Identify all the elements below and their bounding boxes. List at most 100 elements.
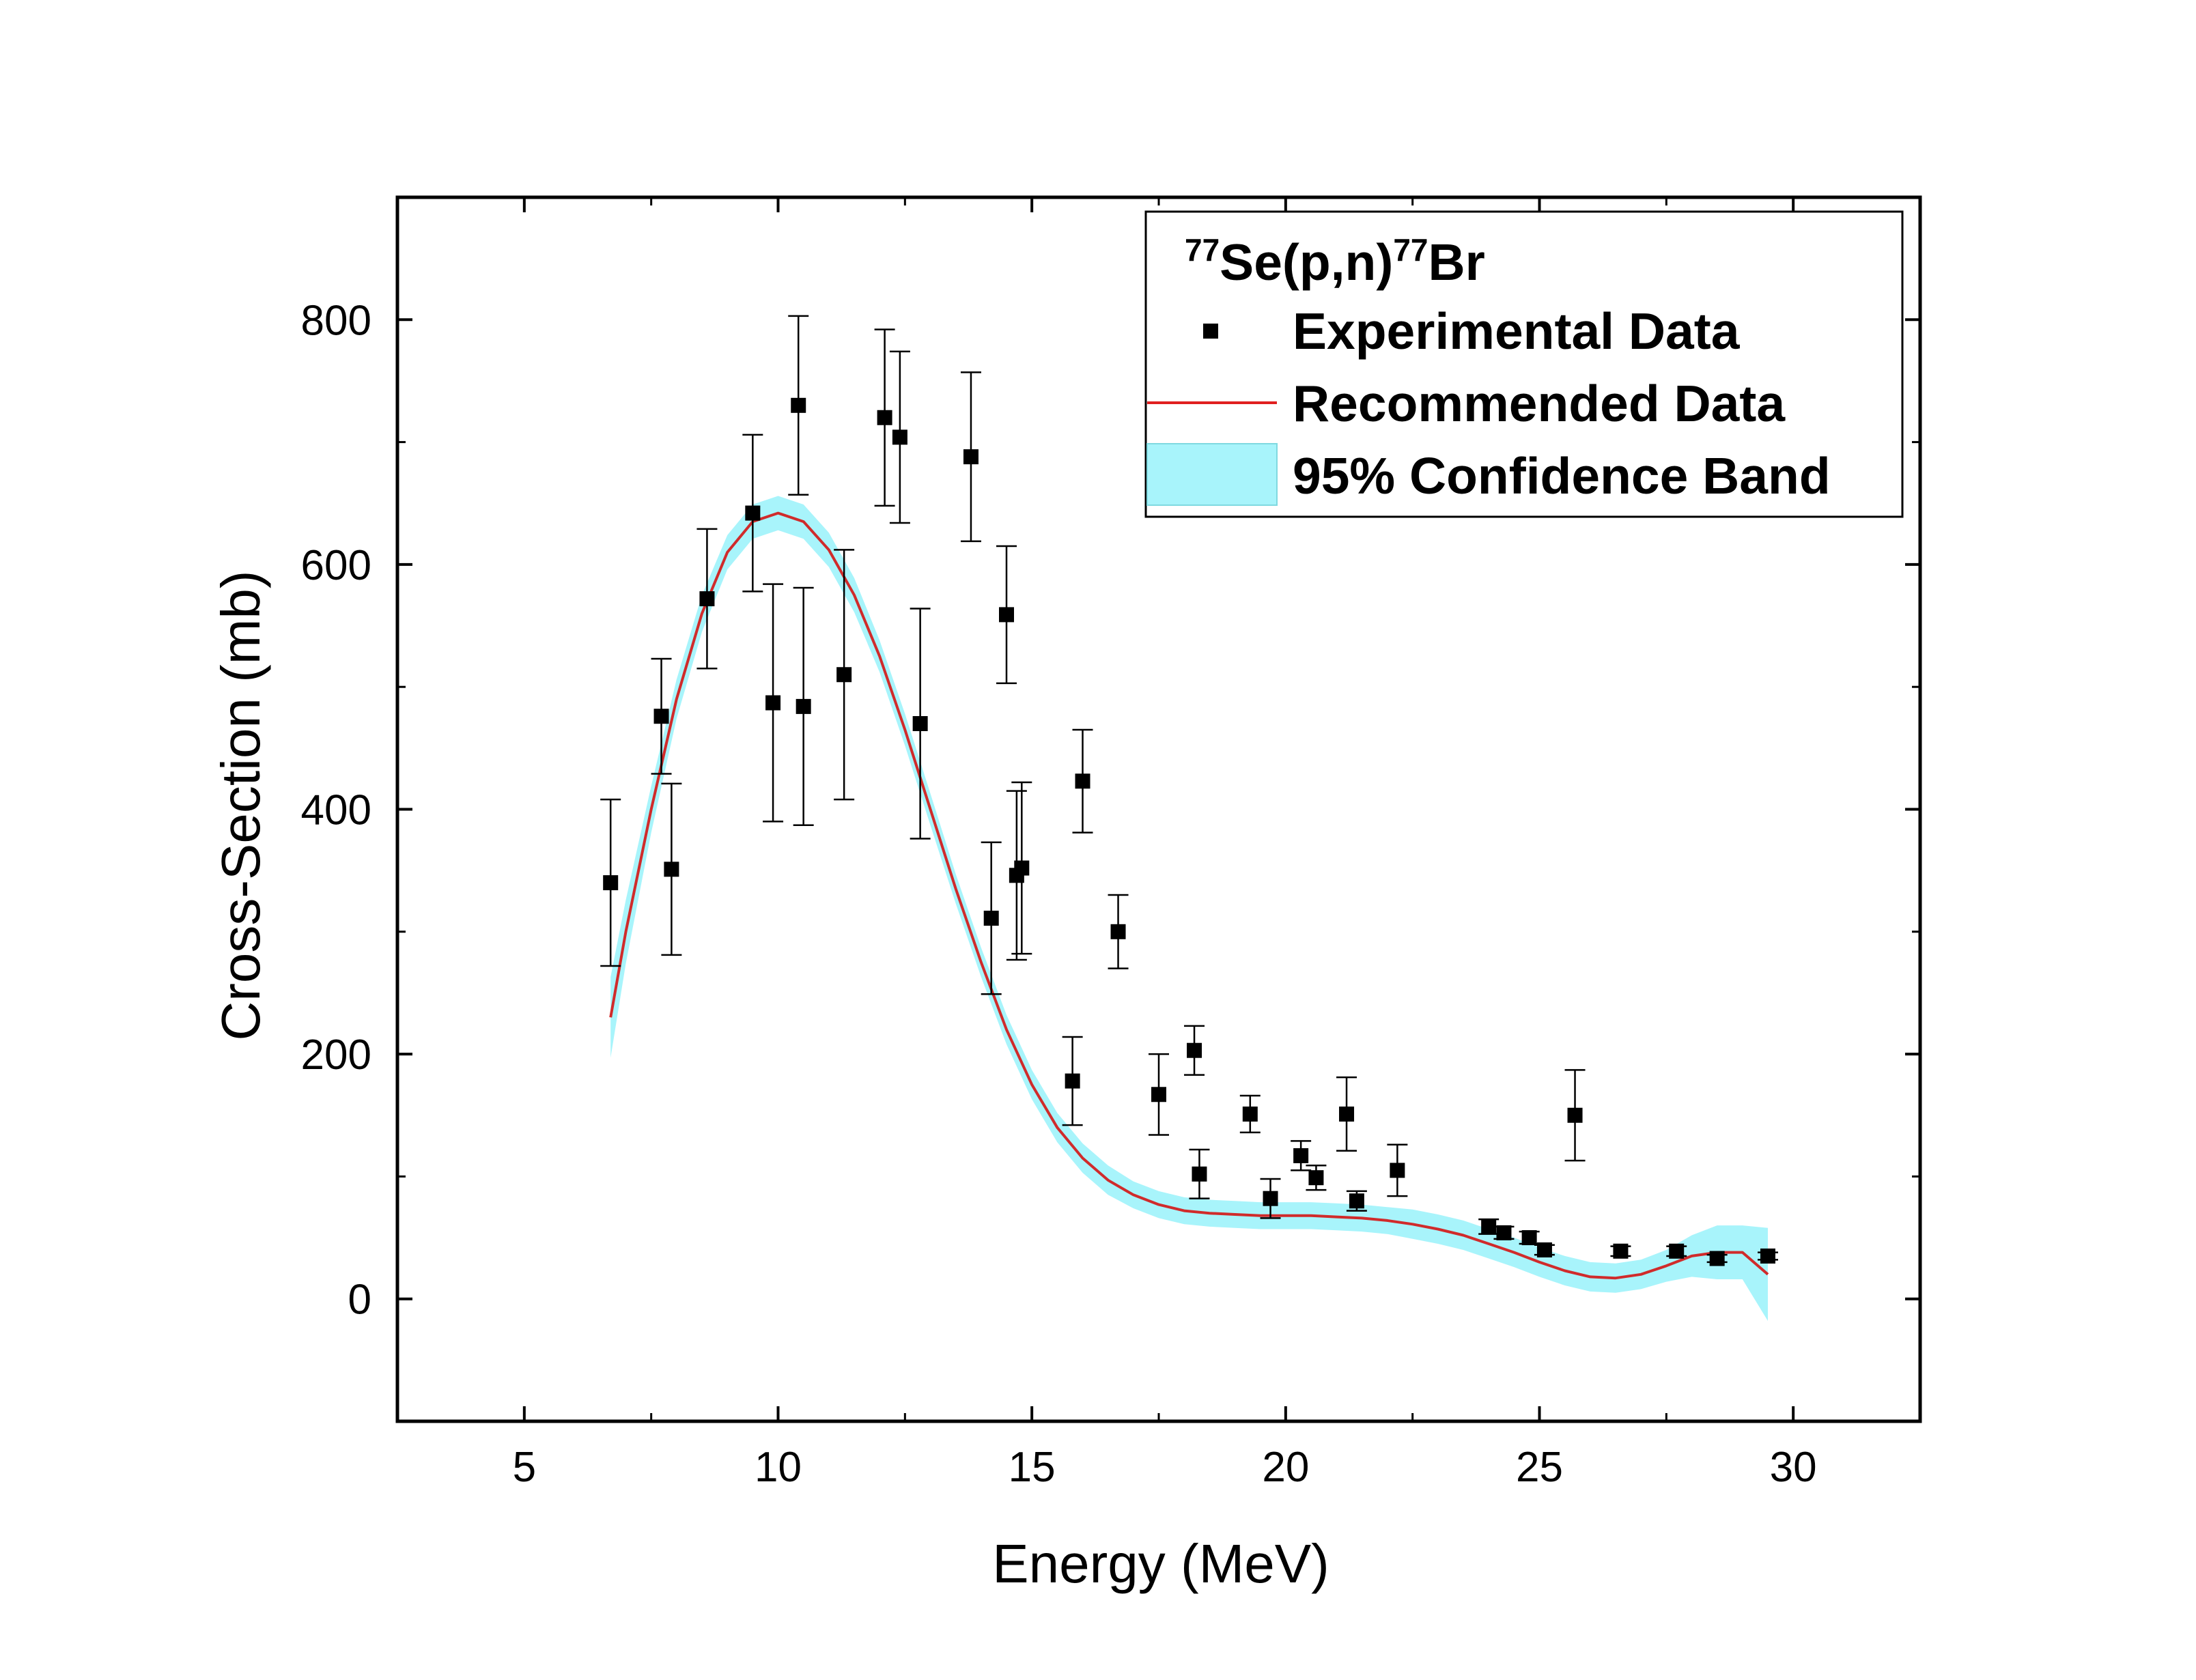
y-tick-label: 800 (301, 297, 371, 344)
legend-label-experimental: Experimental Data (1293, 302, 1741, 360)
experimental-point (981, 841, 1002, 995)
data-point-marker (1709, 1251, 1725, 1266)
experimental-point (1478, 1218, 1500, 1235)
legend-title-mass-number-2: 77 (1393, 232, 1428, 268)
data-point-marker (1613, 1243, 1629, 1259)
experimental-point (1260, 1178, 1281, 1219)
data-point-marker (791, 397, 806, 413)
data-point-marker (745, 505, 761, 521)
experimental-point (1336, 1076, 1357, 1152)
data-point-marker (1187, 1042, 1202, 1058)
x-tick-label: 5 (513, 1444, 536, 1491)
experimental-point (1011, 781, 1032, 955)
legend-label-recommended: Recommended Data (1293, 375, 1786, 432)
data-point-marker (877, 410, 892, 425)
data-point-marker (1339, 1106, 1355, 1122)
data-point-marker (892, 429, 907, 445)
data-point-marker (1242, 1106, 1258, 1122)
experimental-point (1149, 1053, 1169, 1136)
experimental-point (1184, 1025, 1205, 1076)
experimental-point (1610, 1243, 1631, 1259)
data-point-marker (1151, 1087, 1166, 1102)
data-point-marker (1760, 1248, 1775, 1264)
y-tick-label: 400 (301, 787, 371, 834)
experimental-point (1346, 1190, 1367, 1212)
experimental-point (1387, 1143, 1408, 1197)
experimental-point (1758, 1248, 1778, 1264)
legend: 77Se(p,n)77Br Experimental Data Recommen… (1144, 210, 1904, 518)
experimental-point (1666, 1243, 1687, 1259)
experimental-point (600, 798, 621, 967)
experimental-point (1306, 1165, 1327, 1191)
data-point-marker (765, 695, 781, 711)
data-point-marker (999, 607, 1014, 623)
legend-title-target: Se(p,n) (1220, 233, 1393, 291)
data-point-marker (664, 862, 679, 877)
y-tick-label: 0 (348, 1277, 371, 1324)
data-point-marker (912, 715, 928, 731)
data-point-marker (699, 591, 715, 607)
experimental-point (1108, 894, 1129, 969)
data-point-marker (1293, 1148, 1309, 1163)
recommended-data-line (609, 511, 1769, 1280)
legend-label-band: 95% Confidence Band (1293, 447, 1831, 504)
x-tick-label: 15 (1009, 1444, 1056, 1491)
data-point-marker (1349, 1193, 1364, 1209)
experimental-point (1189, 1148, 1210, 1199)
data-point-marker (653, 709, 669, 724)
legend-marker-experimental (1203, 324, 1218, 339)
data-point-marker (1496, 1225, 1512, 1240)
x-axis-title: Energy (MeV) (992, 1533, 1329, 1594)
legend-title: 77Se(p,n)77Br (1185, 232, 1485, 291)
experimental-point (1291, 1140, 1312, 1171)
data-point-marker (836, 667, 852, 683)
data-point-marker (1192, 1166, 1207, 1182)
experimental-point (661, 782, 682, 956)
y-axis-title: Cross-Section (mb) (210, 570, 271, 1040)
confidence-band (610, 496, 1769, 1321)
data-point-marker (1308, 1170, 1324, 1186)
experimental-point (1239, 1094, 1261, 1134)
data-point-marker (1481, 1219, 1497, 1234)
data-point-marker (1263, 1191, 1278, 1206)
data-point-marker (1669, 1243, 1685, 1259)
data-point-marker (983, 911, 999, 926)
experimental-point (763, 583, 784, 823)
x-tick-label: 25 (1516, 1444, 1563, 1491)
experimental-point (996, 545, 1017, 685)
confidence-band-layer (610, 496, 1769, 1321)
data-point-marker (796, 698, 811, 714)
data-point-marker (1014, 860, 1030, 876)
recommended-line-layer (609, 511, 1769, 1280)
experimental-point (793, 586, 814, 827)
experimental-point (874, 328, 895, 507)
data-point-marker (1521, 1230, 1537, 1246)
experimental-point (910, 608, 931, 840)
experimental-point (1062, 1036, 1083, 1126)
experimental-point (960, 371, 981, 543)
experimental-point (696, 528, 718, 670)
x-tick-label: 10 (755, 1444, 802, 1491)
data-point-marker (1390, 1163, 1405, 1178)
data-point-marker (1110, 924, 1126, 939)
data-point-marker (1567, 1107, 1583, 1123)
legend-marker-band (1146, 443, 1278, 506)
experimental-point (651, 657, 672, 775)
experimental-point (1534, 1242, 1555, 1257)
data-point-marker (603, 875, 619, 891)
experimental-point (1564, 1069, 1586, 1162)
x-tick-label: 30 (1770, 1444, 1817, 1491)
experimental-point (1519, 1230, 1540, 1246)
experimental-point (889, 350, 910, 524)
experimental-point (742, 433, 763, 593)
experimental-points-layer (600, 315, 1778, 1266)
experimental-point (1072, 728, 1093, 834)
experimental-point (1493, 1225, 1515, 1240)
experimental-point (788, 315, 809, 496)
data-point-marker (1075, 773, 1090, 789)
axis-ticks-layer: 5 10 15 20 25 30 0 200 400 600 800 (301, 196, 1922, 1491)
data-point-marker (963, 449, 979, 465)
y-tick-label: 600 (301, 542, 371, 589)
x-tick-label: 20 (1262, 1444, 1309, 1491)
